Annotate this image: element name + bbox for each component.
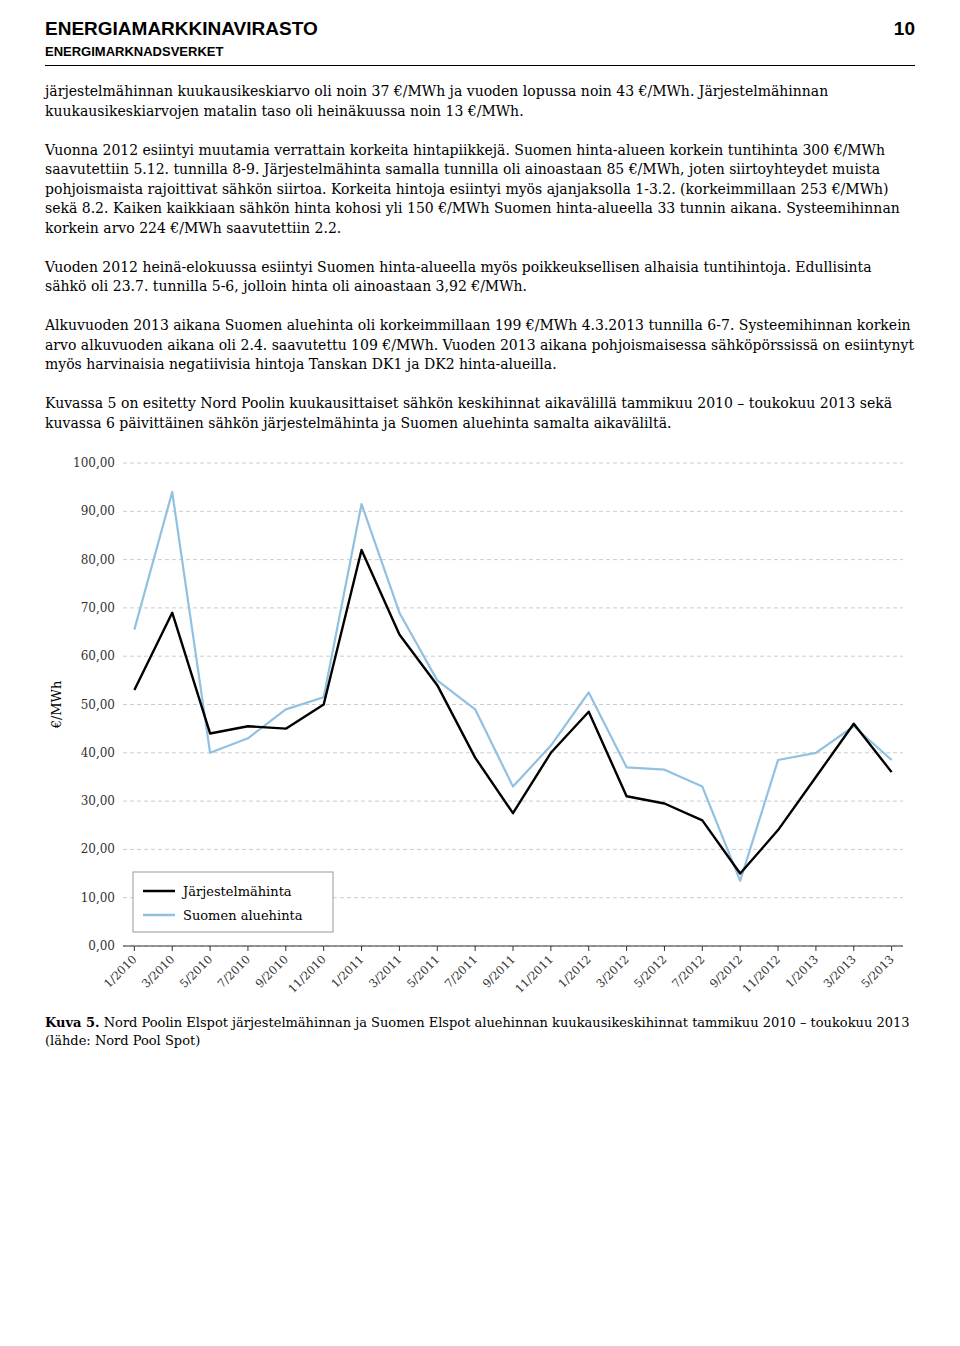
x-tick — [815, 946, 816, 951]
legend-label: Suomen aluehinta — [183, 907, 303, 922]
x-tick — [361, 946, 362, 951]
x-tick-label: 5/2011 — [404, 952, 443, 991]
x-tick — [778, 946, 779, 951]
grid-line — [123, 848, 903, 849]
grid-line — [123, 655, 903, 656]
page-number: 10 — [894, 18, 915, 40]
x-tick-label: 5/2012 — [631, 952, 670, 991]
grid-line — [123, 800, 903, 801]
x-tick — [247, 946, 248, 951]
y-tick-label: 100,00 — [73, 456, 115, 470]
paragraph: Vuoden 2012 heinä-elokuussa esiintyi Suo… — [45, 258, 915, 297]
page: ENERGIAMARKKINAVIRASTO 10 ENERGIMARKNADSVE… — [45, 18, 915, 1050]
chart: 0,00 10,00 20,00 30,00 40,00 50,00 60,00 70,00 8… — [45, 453, 915, 1008]
x-tick — [475, 946, 476, 951]
paragraph: Alkuvuoden 2013 aikana Suomen aluehinta … — [45, 316, 915, 375]
x-tick — [323, 946, 324, 951]
series-line — [134, 491, 891, 880]
grid-line — [123, 752, 903, 753]
y-tick-label: 30,00 — [81, 794, 115, 808]
axes: 0,00 10,00 20,00 30,00 40,00 50,00 60,00 70,00 8… — [49, 456, 903, 996]
grid-line — [123, 559, 903, 560]
y-tick-label: 50,00 — [81, 697, 115, 711]
x-tick-label: 1/2011 — [328, 952, 367, 991]
x-tick — [513, 946, 514, 951]
legend-swatch — [143, 913, 175, 916]
paragraph: Kuvassa 5 on esitetty Nord Poolin kuukau… — [45, 394, 915, 433]
legend: Järjestelmähinta Suomen aluehinta — [133, 872, 333, 932]
series-line — [134, 549, 891, 873]
x-tick-label: 11/2010 — [285, 952, 329, 996]
y-tick-label: 20,00 — [81, 842, 115, 856]
x-tick-label: 11/2011 — [512, 952, 556, 996]
caption: Kuva 5. Nord Poolin Elspot järjestelmähi… — [45, 1014, 915, 1050]
x-tick — [172, 946, 173, 951]
grid-line — [123, 607, 903, 608]
legend-label: Järjestelmähinta — [181, 883, 292, 898]
caption-text: Nord Poolin Elspot järjestelmähinnan ja … — [45, 1015, 914, 1048]
y-tick-label: 10,00 — [81, 890, 115, 904]
header-rule — [45, 65, 915, 66]
x-tick-label: 3/2013 — [820, 952, 859, 991]
paragraph: Vuonna 2012 esiintyi muutamia verrattain… — [45, 141, 915, 239]
x-tick-label: 1/2010 — [101, 952, 140, 991]
header-title: ENERGIAMARKKINAVIRASTO — [45, 18, 318, 40]
plot-area — [134, 491, 891, 880]
x-tick-label: 1/2013 — [783, 952, 822, 991]
y-tick-label: 0,00 — [88, 939, 115, 953]
x-tick — [702, 946, 703, 951]
x-tick-label: 7/2011 — [442, 952, 481, 991]
y-tick-label: 70,00 — [81, 600, 115, 614]
x-tick-label: 7/2012 — [669, 952, 708, 991]
x-tick — [626, 946, 627, 951]
x-tick-label: 5/2010 — [177, 952, 216, 991]
x-tick-label: 3/2011 — [366, 952, 405, 991]
x-tick — [285, 946, 286, 951]
x-tick — [437, 946, 438, 951]
x-tick-label: 1/2012 — [555, 952, 594, 991]
y-axis-label: €/MWh — [49, 680, 64, 729]
y-tick-label: 80,00 — [81, 552, 115, 566]
header: ENERGIAMARKKINAVIRASTO 10 — [45, 18, 915, 40]
x-tick — [891, 946, 892, 951]
paragraph: järjestelmähinnan kuukausikeskiarvo oli … — [45, 82, 915, 121]
legend-box — [133, 872, 333, 932]
x-tick-label: 7/2010 — [215, 952, 254, 991]
x-tick-label: 5/2013 — [858, 952, 897, 991]
legend-swatch — [143, 889, 175, 892]
x-tick — [740, 946, 741, 951]
header-subtitle: ENERGIMARKNADSVERKET — [45, 44, 915, 59]
x-tick — [588, 946, 589, 951]
caption-label: Kuva 5. — [45, 1015, 100, 1030]
x-tick — [550, 946, 551, 951]
x-tick — [853, 946, 854, 951]
grid-line — [123, 462, 903, 463]
body-text: järjestelmähinnan kuukausikeskiarvo oli … — [45, 82, 915, 433]
x-tick-label: 3/2010 — [139, 952, 178, 991]
x-tick — [399, 946, 400, 951]
grid-line — [123, 510, 903, 511]
y-tick-label: 40,00 — [81, 745, 115, 759]
grid-line — [123, 704, 903, 705]
y-tick-label: 60,00 — [81, 649, 115, 663]
x-tick — [134, 946, 135, 951]
x-tick — [210, 946, 211, 951]
y-tick-label: 90,00 — [81, 504, 115, 518]
x-tick-label: 3/2012 — [593, 952, 632, 991]
x-tick — [664, 946, 665, 951]
x-tick-label: 11/2012 — [739, 952, 783, 996]
